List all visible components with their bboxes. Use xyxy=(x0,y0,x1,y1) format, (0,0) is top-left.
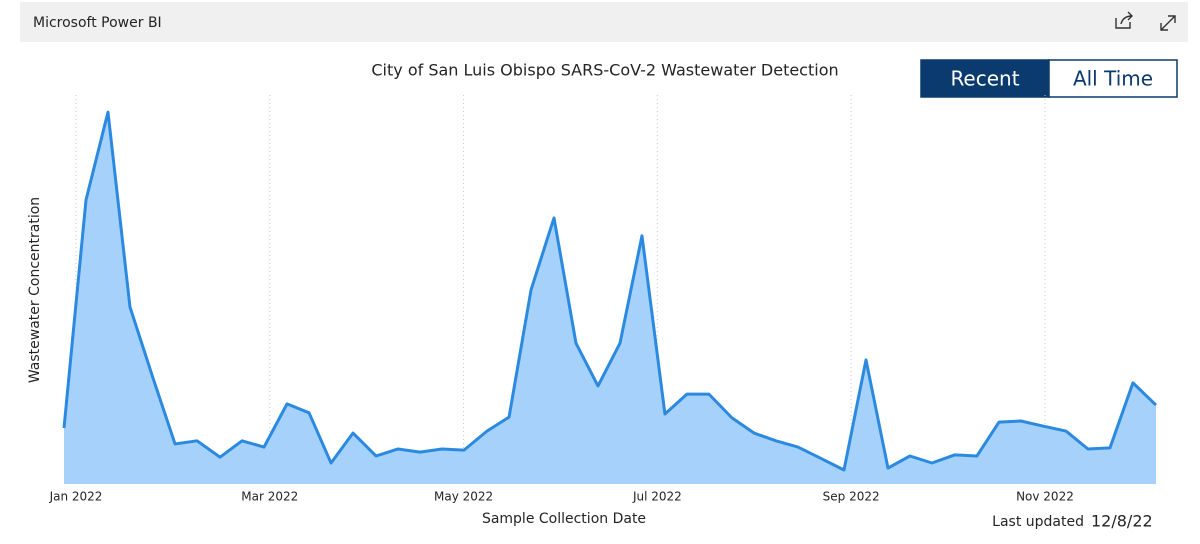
x-tick-label: Jul 2022 xyxy=(632,490,682,504)
x-tick-label: Nov 2022 xyxy=(1016,490,1074,504)
x-tick-label: Jan 2022 xyxy=(49,490,103,504)
y-axis-label: Wastewater Concentration xyxy=(27,197,43,383)
toggle-button[interactable] xyxy=(1048,59,1178,98)
last-updated-label: Last updated xyxy=(992,514,1084,530)
x-tick-label: May 2022 xyxy=(434,490,493,504)
share-icon[interactable] xyxy=(1115,11,1133,29)
header-bar xyxy=(20,2,1188,42)
area-fill xyxy=(64,112,1156,484)
last-updated-date: 12/8/22 xyxy=(1091,512,1153,531)
toggle-button[interactable] xyxy=(920,59,1050,98)
toggle-button-label: All Time xyxy=(1073,67,1153,91)
x-tick-label: Sep 2022 xyxy=(823,490,880,504)
toggle-button-label: Recent xyxy=(950,67,1019,91)
chart-title: City of San Luis Obispo SARS-CoV-2 Waste… xyxy=(371,61,838,80)
area-line xyxy=(62,110,1158,472)
x-tick-label: Mar 2022 xyxy=(241,490,298,504)
header-title: Microsoft Power BI xyxy=(33,15,162,31)
expand-icon[interactable] xyxy=(1160,15,1176,31)
x-axis-label: Sample Collection Date xyxy=(482,511,646,527)
